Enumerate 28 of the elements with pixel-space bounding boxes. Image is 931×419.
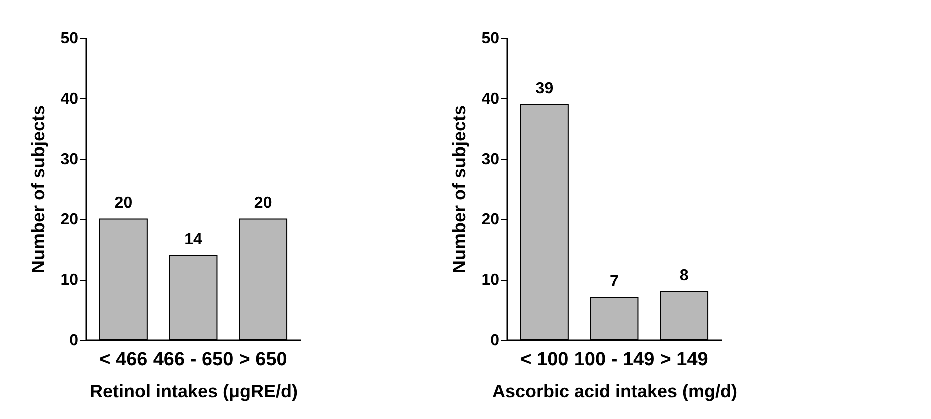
y-tick-label: 10: [60, 272, 79, 290]
y-tick-label: 30: [482, 151, 500, 168]
y-tick-label: 20: [482, 212, 500, 229]
y-tick-label: 0: [70, 332, 79, 350]
y-tick-label: 0: [490, 332, 500, 350]
data-label: 20: [254, 195, 272, 212]
y-tick-label: 20: [60, 212, 79, 229]
x-tick-label: < 466: [100, 350, 148, 370]
y-tick-label: 50: [482, 30, 500, 48]
y-axis-title: Number of subjects: [28, 105, 49, 274]
data-label: 14: [184, 231, 202, 248]
y-axis-title: Number of subjects: [450, 105, 470, 274]
y-tick-label: 10: [482, 272, 500, 290]
data-label: 20: [114, 195, 133, 212]
y-tick-label: 40: [482, 90, 500, 108]
data-label: 39: [536, 80, 554, 98]
x-axis-title: Retinol intakes (μgRE/d): [90, 382, 298, 402]
x-tick-label: > 149: [660, 350, 708, 370]
x-axis-title: Ascorbic acid intakes (mg/d): [492, 382, 738, 402]
x-tick-label: 466 - 650: [153, 350, 234, 370]
y-tick-label: 50: [60, 30, 79, 48]
x-tick-label: < 100: [520, 350, 569, 370]
y-tick-label: 40: [60, 90, 79, 108]
y-tick-label: 30: [60, 151, 79, 168]
data-label: 8: [680, 268, 689, 285]
x-tick-label: 100 - 149: [574, 350, 655, 370]
x-tick-label: > 650: [239, 350, 288, 370]
data-label: 7: [610, 274, 620, 291]
